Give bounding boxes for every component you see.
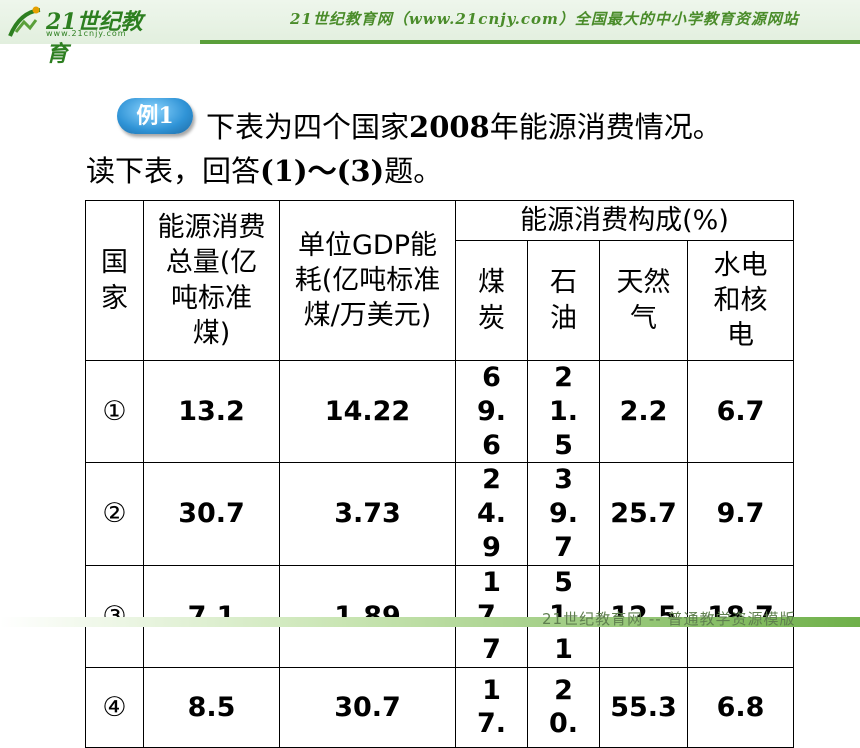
- cell-unit-gdp: 14.22: [279, 359, 456, 464]
- example-badge: 例1: [117, 98, 193, 134]
- cell-unit-gdp: 30.7: [279, 666, 456, 748]
- footer-bar: [0, 617, 860, 627]
- logo-text: 21世纪教育: [46, 9, 143, 67]
- page-footer: 21世纪教育网 -- 普通教学资源模版: [0, 600, 860, 645]
- cell-gas: 25.7: [599, 462, 688, 566]
- table-row: ① 13.2 14.22 69.6 21.5 2.2 6.7: [85, 359, 794, 464]
- cell-hydro: 6.8: [687, 666, 794, 748]
- cell-country: ②: [85, 462, 144, 566]
- header-total: 能源消费总量(亿吨标准煤): [143, 200, 280, 361]
- table-row: ② 30.7 3.73 24.9 39.7 25.7 9.7: [85, 462, 794, 566]
- intro-line-2: 读下表，回答(1)～(3)题。: [86, 154, 443, 188]
- header-oil: 石油: [527, 240, 600, 361]
- cell-country: ④: [85, 666, 144, 748]
- cell-coal: 69.6: [455, 359, 528, 464]
- header-country: 国家: [85, 200, 144, 361]
- footer-text: 21世纪教育网 -- 普通教学资源模版: [542, 610, 796, 628]
- table-row: ④ 8.5 30.7 17. 20. 55.3 6.8: [85, 666, 794, 748]
- header-divider: [200, 40, 860, 44]
- cell-total: 8.5: [143, 666, 280, 748]
- cell-gas: 55.3: [599, 666, 688, 748]
- cell-oil: 21.5: [527, 359, 600, 464]
- cell-hydro: 9.7: [687, 462, 794, 566]
- header-gas: 天然气: [599, 240, 688, 361]
- site-logo[interactable]: 21世纪教育 www.21cnjy.com: [6, 2, 156, 67]
- intro-line-1: 下表为四个国家2008年能源消费情况。: [206, 110, 722, 144]
- header-coal: 煤炭: [455, 240, 528, 361]
- logo-url: www.21cnjy.com: [46, 29, 127, 38]
- runner-logo-icon: [8, 6, 41, 37]
- header-unit-gdp: 单位GDP能耗(亿吨标准煤/万美元): [279, 200, 456, 361]
- cell-total: 30.7: [143, 462, 280, 566]
- cell-hydro: 6.7: [687, 359, 794, 464]
- site-header: 21世纪教育 www.21cnjy.com 21世纪教育网（www.21cnjy…: [0, 0, 860, 67]
- cell-oil: 39.7: [527, 462, 600, 566]
- header-hydro-nuclear: 水电和核电: [687, 240, 794, 361]
- energy-consumption-table: 国家 能源消费总量(亿吨标准煤) 单位GDP能耗(亿吨标准煤/万美元) 能源消费…: [85, 200, 794, 748]
- header-composition: 能源消费构成(%): [455, 200, 794, 241]
- cell-oil: 20.: [527, 666, 600, 748]
- cell-coal: 17.: [455, 666, 528, 748]
- cell-unit-gdp: 3.73: [279, 462, 456, 566]
- header-slogan: 21世纪教育网（www.21cnjy.com）全国最大的中小学教育资源网站: [290, 10, 799, 28]
- cell-total: 13.2: [143, 359, 280, 464]
- cell-country: ①: [85, 359, 144, 464]
- cell-coal: 24.9: [455, 462, 528, 566]
- cell-gas: 2.2: [599, 359, 688, 464]
